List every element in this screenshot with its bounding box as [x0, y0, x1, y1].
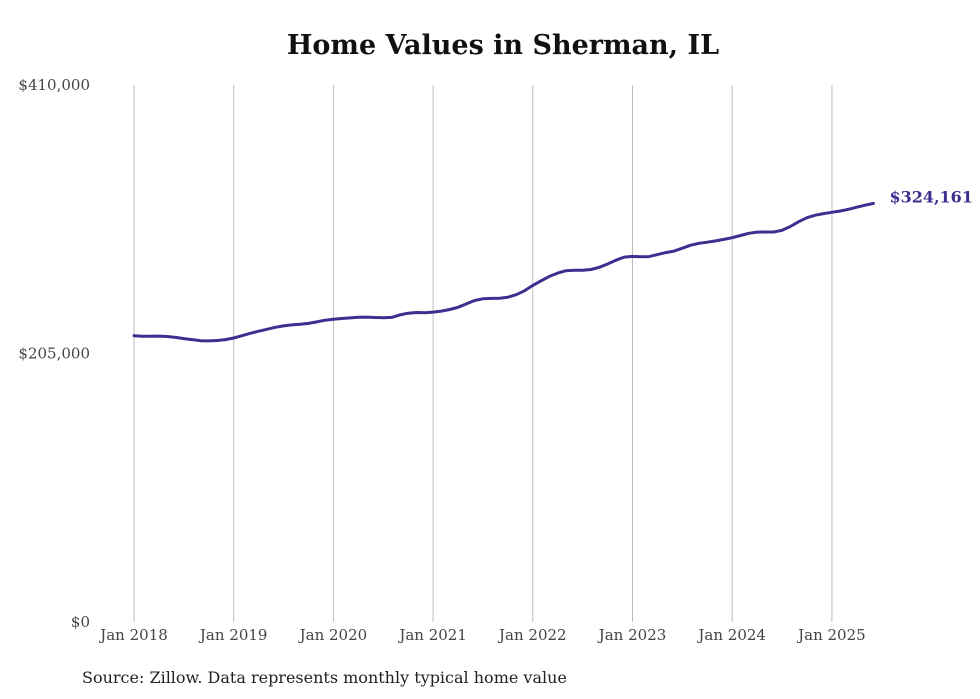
x-tick-label: Jan 2025 [796, 626, 866, 644]
series-line [132, 201, 875, 343]
x-tick-label: Jan 2024 [696, 626, 766, 644]
x-tick-label: Jan 2018 [98, 626, 168, 644]
x-tick-label: Jan 2019 [198, 626, 268, 644]
chart-title: Home Values in Sherman, IL [286, 30, 720, 61]
gridlines [133, 85, 833, 622]
x-tick-label: Jan 2022 [497, 626, 567, 644]
y-tick-label: $205,000 [18, 345, 90, 363]
end-value-label: $324,161 [889, 187, 973, 206]
y-axis-ticks: $0 $205,000 $410,000 [18, 76, 90, 631]
y-tick-label: $0 [71, 613, 90, 631]
x-tick-label: Jan 2020 [298, 626, 368, 644]
y-tick-label: $410,000 [18, 76, 90, 94]
x-tick-label: Jan 2021 [397, 626, 467, 644]
x-tick-label: Jan 2023 [597, 626, 667, 644]
source-note: Source: Zillow. Data represents monthly … [82, 668, 567, 687]
x-axis-ticks: Jan 2018 Jan 2019 Jan 2020 Jan 2021 Jan 2022… [98, 626, 865, 644]
